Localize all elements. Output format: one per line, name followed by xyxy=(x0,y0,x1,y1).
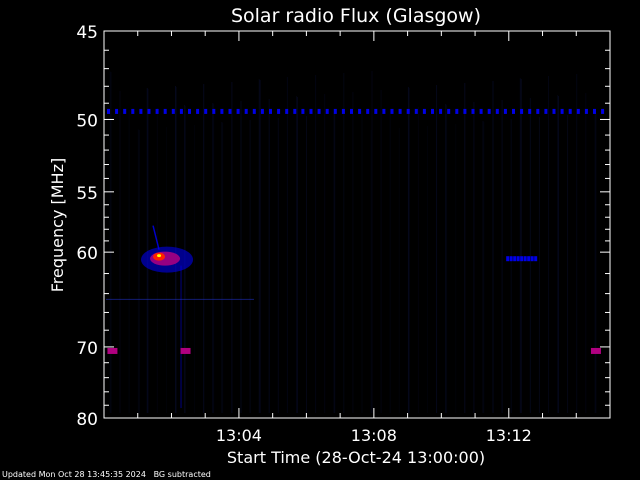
band-dot xyxy=(513,256,517,262)
band-dot xyxy=(527,256,531,262)
band-dot xyxy=(188,108,191,114)
burst-tail xyxy=(152,225,160,250)
band-dot xyxy=(439,108,443,114)
band-dot xyxy=(398,108,402,114)
band-dot xyxy=(139,108,143,114)
y-tick-label: 50 xyxy=(76,111,98,131)
band-dot xyxy=(544,108,548,114)
band-dot xyxy=(301,108,305,114)
band-dot xyxy=(115,108,119,114)
y-tick-label: 55 xyxy=(76,184,98,204)
band-dot xyxy=(269,108,272,114)
bg-subtracted-text: BG subtracted xyxy=(153,470,211,479)
y-tick-label: 45 xyxy=(76,23,98,43)
emission-spot xyxy=(107,347,118,354)
y-tick-label: 70 xyxy=(76,339,98,359)
band-dot xyxy=(317,108,321,114)
burst-peak xyxy=(157,254,162,258)
band-dot xyxy=(358,108,362,114)
emission-spot xyxy=(590,347,601,354)
band-dot xyxy=(212,108,216,114)
band-dot xyxy=(455,108,459,114)
x-tick-label: 13:12 xyxy=(486,426,532,445)
band-dot xyxy=(131,108,135,114)
band-dot xyxy=(123,108,127,114)
updated-text: Updated Mon Oct 28 13:45:35 2024 xyxy=(2,470,146,479)
band-dot xyxy=(374,108,378,114)
band-dot xyxy=(285,108,289,114)
band-dot xyxy=(471,108,475,114)
band-dot xyxy=(447,108,451,114)
y-axis: 45 50 55 60 70 80 xyxy=(76,23,610,430)
y-axis-label: Frequency [MHz] xyxy=(48,158,67,292)
band-dot xyxy=(244,108,248,114)
band-dot xyxy=(536,108,540,114)
y-tick-label: 60 xyxy=(76,244,98,264)
band-dot xyxy=(220,108,224,114)
band-dot xyxy=(516,256,520,262)
band-dot xyxy=(309,108,313,114)
band-dot xyxy=(503,108,507,114)
band-dot xyxy=(236,108,240,114)
band-dot xyxy=(260,108,264,114)
band-dot xyxy=(601,108,605,114)
emission-spot xyxy=(180,347,191,354)
x-tick-label: 13:04 xyxy=(216,426,262,445)
band-dot xyxy=(523,256,527,262)
band-dot xyxy=(576,108,580,114)
band-dot xyxy=(463,108,467,114)
band-dot xyxy=(293,108,297,114)
plot-area xyxy=(103,30,611,419)
band-dot xyxy=(422,108,426,114)
band-dot xyxy=(107,108,110,114)
band-dot xyxy=(147,108,151,114)
band-dot xyxy=(528,108,532,114)
plot-frame xyxy=(103,30,611,419)
frequency-band xyxy=(506,256,538,262)
band-dot xyxy=(560,108,564,114)
band-dot xyxy=(341,108,345,114)
band-dot xyxy=(366,108,370,114)
band-dot xyxy=(534,256,538,262)
band-dot xyxy=(179,108,183,114)
band-dot xyxy=(509,256,513,262)
chart-title: Solar radio Flux (Glasgow) xyxy=(231,5,481,27)
band-dot xyxy=(390,108,394,114)
band-dot xyxy=(196,108,200,114)
footer: Updated Mon Oct 28 13:45:35 2024 BG subt… xyxy=(2,470,211,479)
band-dot xyxy=(252,108,256,114)
x-axis-label: Start Time (28-Oct-24 13:00:00) xyxy=(227,448,485,467)
band-dot xyxy=(333,108,337,114)
band-dot xyxy=(530,256,534,262)
x-tick-label: 13:08 xyxy=(351,426,397,445)
band-dot xyxy=(406,108,410,114)
band-dot xyxy=(495,108,499,114)
band-dot xyxy=(506,256,510,262)
band-dot xyxy=(479,108,483,114)
band-dot xyxy=(552,108,556,114)
band-dot xyxy=(487,108,491,114)
band-dot xyxy=(382,108,386,114)
band-dot xyxy=(431,108,434,114)
band-dot xyxy=(584,108,588,114)
band-dot xyxy=(163,108,167,114)
band-dot xyxy=(277,108,281,114)
band-dot xyxy=(568,108,572,114)
band-dot xyxy=(593,108,596,114)
band-dot xyxy=(520,108,524,114)
band-dot xyxy=(155,108,159,114)
band-dot xyxy=(171,108,175,114)
band-dot xyxy=(520,256,524,262)
x-axis: 13:04 13:08 13:12 xyxy=(137,31,577,445)
frequency-band xyxy=(107,108,605,114)
radio-burst xyxy=(141,225,194,408)
band-dot xyxy=(512,108,515,114)
band-dot xyxy=(204,108,208,114)
band-dot xyxy=(350,108,353,114)
band-dot xyxy=(325,108,329,114)
band-dot xyxy=(228,108,232,114)
band-dot xyxy=(414,108,418,114)
y-tick-label: 80 xyxy=(76,410,98,430)
